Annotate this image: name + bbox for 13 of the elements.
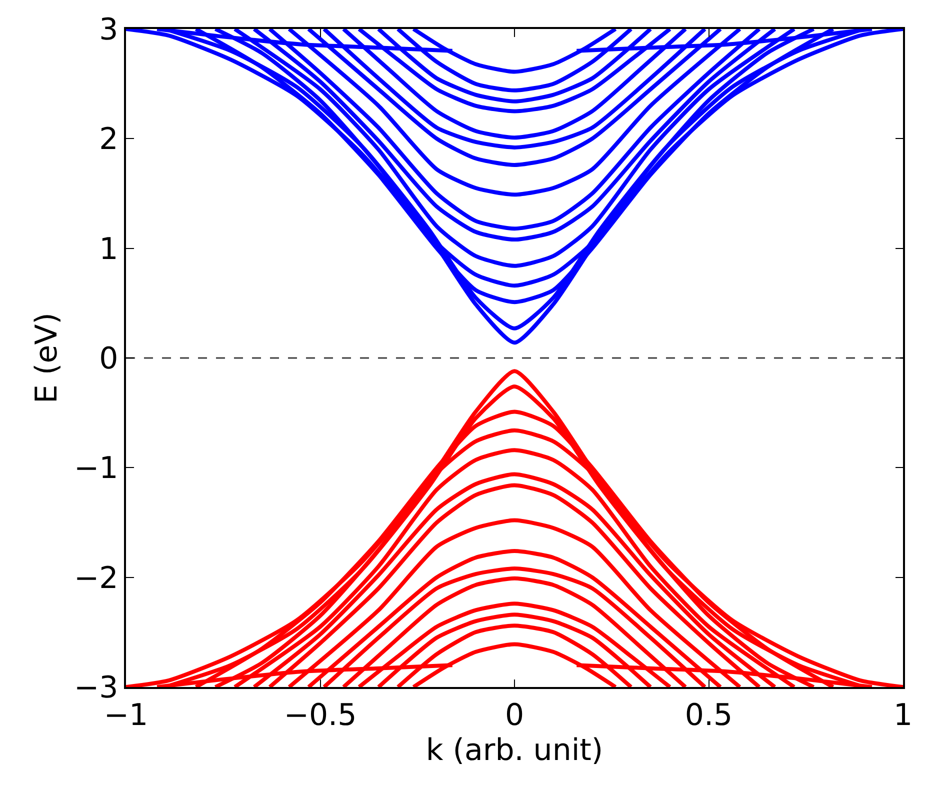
y-axis-title: E (eV) bbox=[30, 312, 65, 404]
x-axis-title: k (arb. unit) bbox=[426, 732, 604, 768]
x-tick-label: −0.5 bbox=[284, 698, 357, 733]
x-tick-label: 0.5 bbox=[684, 698, 733, 733]
y-tick-label: 0 bbox=[99, 342, 118, 376]
y-tick-label: 3 bbox=[99, 12, 118, 48]
y-tick-label: −3 bbox=[74, 670, 118, 706]
y-tick-label: 2 bbox=[99, 122, 118, 158]
y-tick-label: −1 bbox=[74, 451, 118, 486]
x-tick-label: 0 bbox=[504, 698, 524, 733]
x-tick-label: 1 bbox=[893, 698, 913, 733]
y-tick-label: 1 bbox=[99, 232, 118, 267]
y-tick-label: −2 bbox=[74, 560, 118, 596]
